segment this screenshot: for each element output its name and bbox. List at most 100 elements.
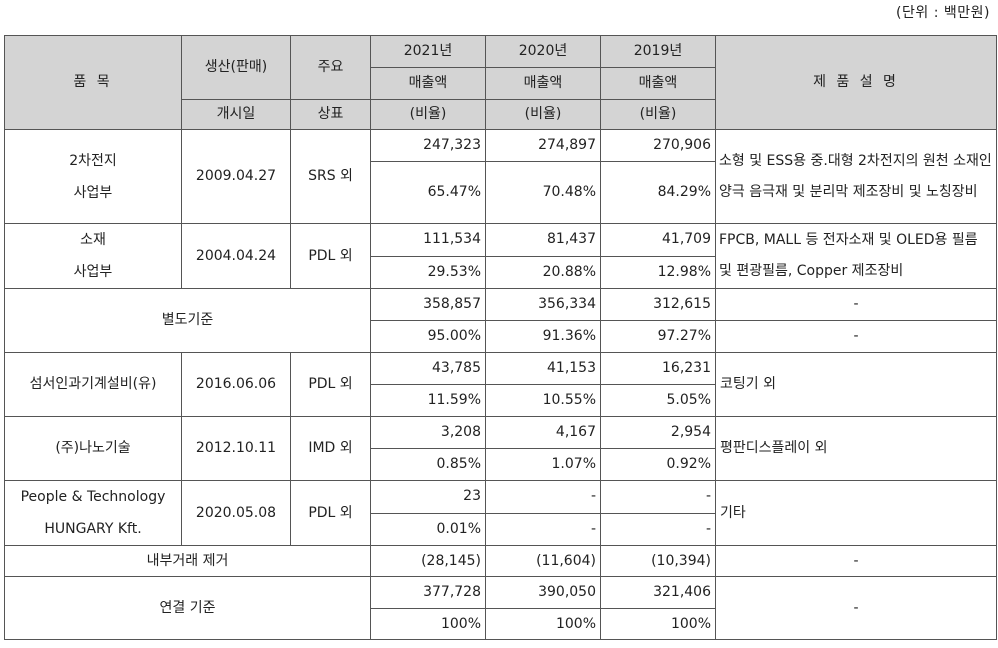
brand: PDL 외 <box>290 480 371 546</box>
header-brand: 주요 <box>290 35 371 100</box>
product-name: HUNGARY Kft. <box>44 521 142 537</box>
ratio-2020: 1.07% <box>485 448 601 481</box>
sales-2020: 4,167 <box>485 416 601 449</box>
table-row: 29.53% 20.88% 12.98% <box>5 255 997 289</box>
header-description: 제 품 설 명 <box>715 35 997 130</box>
table-row: 연결 기준 377,728 390,050 321,406 - <box>4 576 997 640</box>
header-2020: 2020년 <box>485 35 601 68</box>
ratio-2021: 0.85% <box>370 448 486 481</box>
product-name-cell: 소재 사업부 <box>4 223 182 289</box>
ratio-2021: 100% <box>370 608 486 640</box>
sales-2020: 356,334 <box>485 288 601 321</box>
header-2021-sales: 매출액 <box>370 67 486 100</box>
ratio-2021: 65.47% <box>370 161 486 224</box>
sales-2020: - <box>485 480 601 514</box>
sales-2019: 270,906 <box>600 129 716 162</box>
header-2019-sales: 매출액 <box>600 67 716 100</box>
product-description: 소형 및 ESS용 중.대형 2차전지의 원천 소재인 양극 음극재 및 분리막… <box>715 129 997 224</box>
start-date: 2004.04.24 <box>181 223 291 289</box>
table-row: 소재 사업부 2004.04.24 PDL 외 111,534 81,437 4… <box>4 223 997 289</box>
product-name-cell: People & Technology HUNGARY Kft. <box>4 480 182 546</box>
sales-2020: 81,437 <box>485 223 601 257</box>
table-row: 별도기준 358,857 356,334 312,615 - <box>4 288 997 353</box>
product-description: FPCB, MALL 등 전자소재 및 OLED용 필름 및 편광필름, Cop… <box>715 223 997 289</box>
product-description: - <box>715 576 997 640</box>
table-row: (주)나노기술 2012.10.11 IMD 외 3,208 4,167 2,9… <box>4 416 997 481</box>
brand: SRS 외 <box>290 129 371 224</box>
ratio-2021: 95.00% <box>370 320 486 353</box>
ratio-2021: 29.53% <box>370 255 486 289</box>
sales-2020: 274,897 <box>485 129 601 162</box>
product-name: 사업부 <box>73 264 113 280</box>
start-date: 2016.06.06 <box>181 352 291 417</box>
ratio-2020: 91.36% <box>485 320 601 353</box>
sales-2021: 43,785 <box>370 352 486 385</box>
sales-2019: 16,231 <box>600 352 716 385</box>
ratio-2019: 5.05% <box>600 384 716 417</box>
brand: PDL 외 <box>290 352 371 417</box>
sales-2021: 377,728 <box>370 576 486 609</box>
header-2021: 2021년 <box>370 35 486 68</box>
table-row: 내부거래 제거 (28,145) (11,604) (10,394) - <box>4 545 997 577</box>
sales-2019: (10,394) <box>600 545 716 577</box>
table-row: 섬서인과기계설비(유) 2016.06.06 PDL 외 43,785 41,1… <box>4 352 997 417</box>
ratio-2019: 0.92% <box>600 448 716 481</box>
ratio-2020: - <box>485 512 601 546</box>
ratio-2019: 12.98% <box>600 255 716 289</box>
header-row-3: 개시일 상표 (비율) (비율) (비율) <box>5 99 997 130</box>
sales-2019: - <box>600 480 716 514</box>
table-row: 0.01% - - <box>5 512 997 546</box>
product-name-cell: 2차전지 사업부 <box>4 129 182 224</box>
header-product: 품 목 <box>4 35 182 130</box>
product-description: 기타 <box>715 480 997 546</box>
product-name: (주)나노기술 <box>4 416 182 481</box>
start-date: 2020.05.08 <box>181 480 291 546</box>
ratio-2021: 0.01% <box>370 512 486 546</box>
header-production-start: 생산(판매) <box>181 35 291 100</box>
brand: PDL 외 <box>290 223 371 289</box>
sales-2021: 111,534 <box>370 223 486 257</box>
sales-2021: 3,208 <box>370 416 486 449</box>
ratio-2020: 20.88% <box>485 255 601 289</box>
header-2020-sales: 매출액 <box>485 67 601 100</box>
ratio-2019: - <box>600 512 716 546</box>
product-name: 2차전지 <box>69 152 117 169</box>
ratio-2019: 84.29% <box>600 161 716 224</box>
product-name: People & Technology <box>20 489 166 505</box>
header-2019-ratio: (비율) <box>600 99 716 130</box>
sales-2021: 23 <box>370 480 486 514</box>
header-row-1: 품 목 생산(판매) 주요 2021년 2020년 2019년 제 품 설 명 <box>4 35 997 130</box>
product-description: 평판디스플레이 외 <box>715 416 997 481</box>
sales-2021: (28,145) <box>370 545 486 577</box>
table-row: 2차전지 사업부 2009.04.27 SRS 외 247,323 274,89… <box>4 129 997 224</box>
unit-label: (단위 : 백만원) <box>896 5 990 21</box>
table-row: 95.00% 91.36% 97.27% - <box>5 320 997 353</box>
header-2020-ratio: (비율) <box>485 99 601 130</box>
product-description: - <box>715 545 997 577</box>
start-date: 2012.10.11 <box>181 416 291 481</box>
header-brand-label: 상표 <box>290 99 371 130</box>
table-row: 100% 100% 100% <box>5 608 997 640</box>
subtotal-label: 별도기준 <box>4 288 371 353</box>
ratio-2020: 70.48% <box>485 161 601 224</box>
header-production-date: 개시일 <box>181 99 291 130</box>
sales-2019: 321,406 <box>600 576 716 609</box>
product-description: - <box>715 288 997 321</box>
product-description: 코팅기 외 <box>715 352 997 417</box>
header-2019: 2019년 <box>600 35 716 68</box>
sales-table: 품 목 생산(판매) 주요 2021년 2020년 2019년 제 품 설 명 … <box>4 35 997 640</box>
header-2021-ratio: (비율) <box>370 99 486 130</box>
product-description: - <box>715 320 997 353</box>
brand: IMD 외 <box>290 416 371 481</box>
sales-2020: 390,050 <box>485 576 601 609</box>
sales-2021: 247,323 <box>370 129 486 162</box>
ratio-2019: 97.27% <box>600 320 716 353</box>
ratio-2020: 100% <box>485 608 601 640</box>
sales-2019: 312,615 <box>600 288 716 321</box>
sales-2019: 41,709 <box>600 223 716 257</box>
start-date: 2009.04.27 <box>181 129 291 224</box>
sales-2019: 2,954 <box>600 416 716 449</box>
product-name: 섬서인과기계설비(유) <box>4 352 182 417</box>
product-name: 사업부 <box>73 184 113 201</box>
sales-2020: (11,604) <box>485 545 601 577</box>
